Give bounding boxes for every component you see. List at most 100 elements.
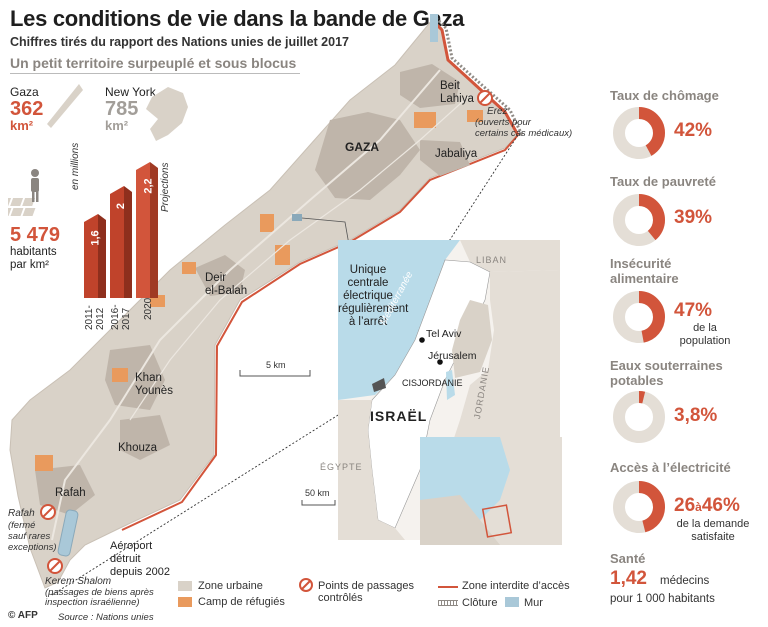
- page-subtitle: Chiffres tirés du rapport des Nations un…: [10, 35, 349, 49]
- density-person-icon: [8, 169, 39, 216]
- camp-5: [182, 262, 196, 274]
- legend-crossing-label: Points de passages contrôlés: [318, 580, 415, 604]
- stat-unemployment-ring: [613, 107, 665, 159]
- scale-bar: [239, 370, 311, 377]
- urban-gaza-city: [315, 112, 420, 200]
- stat-water-label: Eaux souterraines potables: [610, 358, 723, 388]
- density-line-2: par km²: [10, 259, 49, 271]
- camp-1: [414, 112, 436, 128]
- inset-egypt-label: ÉGYPTE: [320, 462, 363, 472]
- population-bar-2-value: 2: [115, 202, 128, 210]
- inset-scale-label: 50 km: [305, 488, 330, 498]
- map-scale-label: 5 km: [266, 360, 286, 370]
- inset-jerusalem-label: Jérusalem: [428, 350, 477, 362]
- section-divider: [10, 73, 300, 74]
- stat-health-label: Santé: [610, 551, 646, 566]
- stat-food-ring: [613, 291, 665, 343]
- inset-scale-bar: [301, 500, 336, 506]
- stat-food-sub: de la population: [679, 322, 731, 347]
- camp-3: [260, 214, 274, 232]
- population-bar-2-year: 2016- 2017: [110, 304, 132, 330]
- rafah-crossing-label: Rafah: [8, 508, 35, 519]
- population-chart: [84, 162, 158, 298]
- camp-8: [35, 455, 53, 471]
- source-note: Source : Nations unies: [58, 612, 154, 623]
- stat-electricity-ring: [613, 481, 665, 533]
- legend-forbidden-label: Zone interdite d’accès: [462, 580, 570, 592]
- crossing-erez-icon: [477, 90, 493, 106]
- place-khan-younes: Khan Younès: [135, 372, 173, 397]
- erez-note-2: certains cas médicaux): [475, 128, 573, 139]
- urban-khan-younes: [105, 345, 165, 410]
- road-coastal: [129, 94, 471, 421]
- stat-health-text-1: médecins: [660, 575, 710, 587]
- inset-tel-aviv-dot: [419, 337, 425, 343]
- road-main: [51, 69, 441, 541]
- stat-unemployment-label: Taux de chômage: [610, 88, 719, 103]
- new-york-shape-icon: [146, 87, 188, 141]
- rafah-crossing-note: (fermé sauf rares exceptions): [8, 520, 57, 553]
- urban-jabaliya: [420, 140, 470, 176]
- inset-lebanon-label: LIBAN: [476, 255, 508, 265]
- population-bar-1: [84, 214, 106, 298]
- power-plant-label: Unique centrale électrique régulièrement…: [338, 264, 409, 328]
- population-bar-1-value: 1,6: [89, 230, 102, 246]
- urban-khouza: [120, 415, 170, 460]
- stat-food-label: Insécurité alimentaire: [610, 256, 679, 286]
- airport-site: [57, 509, 79, 557]
- kerem-shalom-label: Kerem Shalom: [45, 576, 112, 587]
- legend-urban-label: Zone urbaine: [198, 580, 263, 592]
- power-plant-marker: [292, 214, 302, 221]
- population-bar-1-year: 2011- 2012: [84, 305, 106, 330]
- inset-leader-top: [441, 134, 519, 253]
- stat-poverty-label: Taux de pauvreté: [610, 174, 716, 189]
- legend-wall-swatch: [505, 597, 519, 607]
- gaza-shape-icon: [47, 84, 83, 128]
- camp-4: [275, 245, 290, 265]
- legend-camp-label: Camp de réfugiés: [198, 596, 285, 608]
- place-beit-lahiya: Beit Lahiya: [440, 80, 474, 105]
- urban-beit-lahiya: [400, 64, 460, 108]
- region-map-highlight: [481, 504, 513, 538]
- stat-water-ring: [613, 391, 665, 443]
- stat-electricity-value: 26à46%: [674, 495, 740, 516]
- airport-label: Aéroport détruit depuis 2002: [110, 540, 170, 578]
- ny-area-unit: km²: [105, 118, 129, 133]
- stat-health-text-2: pour 1 000 habitants: [610, 593, 715, 605]
- camp-7: [112, 368, 128, 382]
- urban-deir: [195, 255, 245, 296]
- inset-west-bank-label: CISJORDANIE: [402, 378, 463, 388]
- legend-urban-swatch: [178, 581, 192, 591]
- legend-crossing-icon: [299, 578, 313, 592]
- legend-wall-label: Mur: [524, 597, 543, 609]
- inset-sea: [338, 240, 460, 400]
- section-heading: Un petit territoire surpeuplé et sous bl…: [10, 55, 297, 71]
- page-title: Les conditions de vie dans la bande de G…: [10, 6, 465, 31]
- region-map-land: [420, 495, 500, 545]
- place-deir-el-balah: Deir el-Balah: [205, 272, 248, 297]
- population-bar-3: [136, 162, 158, 298]
- erez-label: Erez: [487, 106, 508, 117]
- place-khouza: Khouza: [118, 442, 158, 454]
- stat-food-value: 47%: [674, 300, 713, 321]
- kerem-shalom-note-2: inspection israélienne): [45, 597, 140, 608]
- place-jabaliya: Jabaliya: [435, 148, 478, 160]
- legend-fence-label: Clôture: [462, 597, 498, 609]
- population-bar-3-year: 2020: [143, 297, 154, 320]
- wall-erez: [430, 14, 438, 42]
- stat-electricity-label: Accès à l’électricité: [610, 460, 731, 475]
- inset-lebanon: [460, 240, 560, 272]
- stat-water-value: 3,8%: [674, 405, 718, 426]
- density-line-1: habitants: [10, 246, 57, 258]
- gaza-compare-label: Gaza: [10, 85, 39, 99]
- inset-dead-sea: [446, 370, 455, 400]
- stat-electricity-sub: de la demande satisfaite: [676, 518, 750, 543]
- inset-egypt: [338, 400, 405, 540]
- stat-poverty-ring: [613, 194, 665, 246]
- gaza-area-value: 362: [10, 98, 44, 120]
- erez-note-1: (ouverts pour: [475, 117, 531, 128]
- place-rafah: Rafah: [55, 487, 86, 499]
- legend-camp-swatch: [178, 597, 192, 607]
- inset-leader-bottom: [51, 394, 371, 596]
